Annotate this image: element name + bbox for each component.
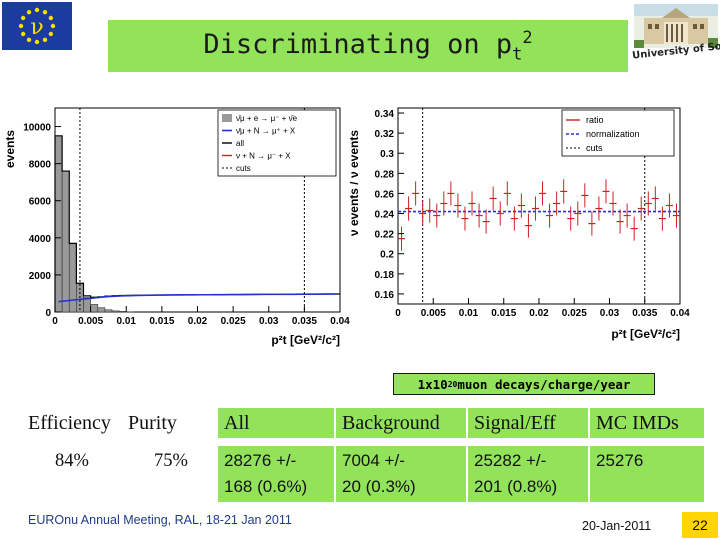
- x-tick-label: 0.025: [221, 316, 246, 327]
- signal-eff-value: 25282 +/- 201 (0.8%): [468, 446, 588, 502]
- background-bar: [90, 304, 99, 313]
- background-bar: [104, 309, 113, 313]
- legend-entry: ν̄μ + N → μ⁺ + X: [236, 127, 296, 136]
- signal-series-line: [58, 293, 337, 303]
- background-bar: [97, 307, 106, 313]
- x-tick-label: 0.015: [149, 316, 174, 327]
- title-banner: Discriminating on pt2: [108, 20, 628, 72]
- background-bar: [118, 311, 127, 313]
- x-tick-label: 0.005: [421, 308, 446, 319]
- purity-header: Purity: [128, 412, 177, 434]
- meeting-footer: EUROnu Annual Meeting, RAL, 18-21 Jan 20…: [28, 513, 292, 527]
- background-bar: [68, 243, 77, 313]
- all-value: 28276 +/- 168 (0.6%): [218, 446, 334, 502]
- background-bar: [111, 310, 120, 313]
- y-tick-label: 0.2: [380, 250, 394, 261]
- y-tick-label: 0.3: [380, 149, 394, 160]
- eu-star-icon: [34, 39, 40, 45]
- y-tick-label: 4000: [29, 234, 52, 245]
- y-tick-label: 8000: [29, 160, 52, 171]
- legend-entry: cuts: [236, 164, 251, 173]
- x-tick-label: 0.03: [259, 316, 279, 327]
- y-tick-label: 10000: [23, 123, 51, 134]
- eu-star-icon: [26, 9, 32, 15]
- efficiency-value: 84%: [55, 451, 89, 471]
- background-bar: [54, 135, 63, 313]
- mc-imds-value: 25276: [590, 446, 704, 502]
- background-bar: [61, 170, 70, 313]
- university-of-sofia-logo: [634, 4, 718, 68]
- eu-star-icon: [34, 7, 40, 13]
- y-tick-label: 0.28: [375, 169, 395, 180]
- all-header: All: [218, 408, 334, 438]
- luminosity-label: 1x10 20 muon decays/charge/year: [393, 373, 655, 395]
- legend-entry: ratio: [586, 115, 604, 125]
- y-tick-label: 0.34: [375, 109, 395, 120]
- legend-swatch: [222, 114, 232, 122]
- y-tick-label: 0.18: [375, 270, 395, 281]
- legend-entry: all: [236, 139, 244, 148]
- eu-star-icon: [18, 23, 24, 29]
- legend-entry: cuts: [586, 143, 603, 153]
- x-axis-label: p²t [GeV²/c²]: [271, 333, 340, 347]
- x-tick-label: 0.03: [600, 308, 620, 319]
- x-tick-label: 0: [395, 308, 401, 319]
- eu-star-icon: [42, 9, 48, 15]
- footer-date: 20-Jan-2011: [582, 519, 652, 533]
- signal-eff-header: Signal/Eff: [468, 408, 588, 438]
- y-tick-label: 0.26: [375, 189, 395, 200]
- x-tick-label: 0.005: [78, 316, 103, 327]
- x-tick-label: 0: [52, 316, 58, 327]
- background-value: 7004 +/- 20 (0.3%): [336, 446, 466, 502]
- background-header: Background: [336, 408, 466, 438]
- y-tick-label: 0.16: [375, 290, 395, 301]
- x-axis-label: p²t [GeV²/c²]: [611, 327, 680, 341]
- eu-star-icon: [48, 31, 54, 37]
- eu-flag-logo: ν: [2, 2, 72, 50]
- y-tick-label: 0.22: [375, 230, 395, 241]
- y-tick-label: 6000: [29, 197, 52, 208]
- legend-box: [561, 109, 675, 157]
- legend-entry: normalization: [586, 129, 640, 139]
- legend-box: [217, 109, 337, 177]
- legend-entry: ν + N → μ⁻ + X: [236, 152, 291, 161]
- purity-value: 75%: [154, 451, 188, 471]
- y-tick-label: 0: [45, 308, 51, 319]
- mc-imds-header: MC IMDs: [590, 408, 704, 438]
- page-number: 22: [682, 512, 718, 538]
- y-tick-label: 0.32: [375, 129, 395, 140]
- x-tick-label: 0.04: [670, 308, 690, 319]
- x-tick-label: 0.02: [188, 316, 208, 327]
- eu-star-icon: [42, 37, 48, 43]
- eu-star-icon: [20, 15, 26, 21]
- x-tick-label: 0.01: [117, 316, 137, 327]
- events-histogram-chart: 0 0.005 0.01 0.015 0.02 0.025 0.03 0.035 0.04 0 20…: [3, 107, 350, 347]
- x-tick-label: 0.025: [562, 308, 587, 319]
- efficiency-header: Efficiency: [28, 412, 111, 434]
- ratio-chart: 0 0.005 0.01 0.015 0.02 0.025 0.03 0.035 0.04 0.1…: [350, 107, 690, 341]
- svg-text:ν: ν: [30, 15, 43, 40]
- eu-star-icon: [50, 23, 56, 29]
- x-tick-label: 0.035: [292, 316, 317, 327]
- y-axis-label: events: [3, 130, 17, 168]
- university-building-icon: [634, 4, 718, 48]
- y-tick-label: 2000: [29, 271, 52, 282]
- eu-flag-icon: ν: [2, 2, 72, 50]
- x-tick-label: 0.04: [330, 316, 350, 327]
- eu-star-icon: [20, 31, 26, 37]
- x-tick-label: 0.01: [459, 308, 479, 319]
- legend-entry: ν̄μ + e → μ⁻ + ν̄e: [236, 114, 298, 123]
- eu-star-icon: [48, 15, 54, 21]
- y-axis-label: ν events / ν̄ events: [350, 130, 361, 236]
- x-tick-label: 0.02: [529, 308, 549, 319]
- x-tick-label: 0.035: [632, 308, 657, 319]
- eu-star-icon: [26, 37, 32, 43]
- x-tick-label: 0.015: [491, 308, 516, 319]
- y-tick-label: 0.24: [375, 210, 395, 221]
- slide-title: Discriminating on pt2: [203, 27, 533, 65]
